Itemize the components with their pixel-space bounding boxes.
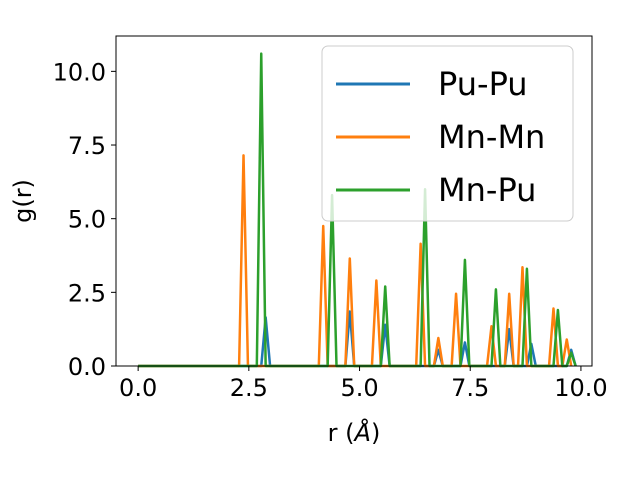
y-tick-label: 5.0: [68, 206, 106, 234]
x-tick-label: 5.0: [340, 374, 378, 402]
y-tick-label: 2.5: [68, 279, 106, 307]
plot-frame: [115, 35, 593, 367]
y-axis-label: g(r): [9, 179, 37, 223]
y-axis-ticks: 0.0 2.5 5.0 7.5 10.0: [53, 58, 116, 381]
y-tick-label: 10.0: [53, 58, 106, 86]
x-tick-label: 2.5: [230, 374, 268, 402]
legend-label-pu-pu: Pu-Pu: [438, 65, 528, 103]
legend: Pu-Pu Mn-Mn Mn-Pu: [321, 45, 574, 222]
x-tick-label: 10.0: [554, 374, 607, 402]
x-axis-ticks: 0.0 2.5 5.0 7.5 10.0: [119, 366, 608, 402]
y-tick-label: 7.5: [68, 132, 106, 160]
x-tick-label: 0.0: [119, 374, 157, 402]
x-tick-label: 7.5: [451, 374, 489, 402]
x-axis-label: r (Å): [328, 418, 381, 447]
legend-label-mn-mn: Mn-Mn: [438, 118, 545, 156]
y-tick-label: 0.0: [68, 353, 106, 381]
legend-box: [321, 45, 574, 222]
legend-label-mn-pu: Mn-Pu: [438, 171, 536, 209]
series-line-mn-pu: [138, 52, 577, 368]
